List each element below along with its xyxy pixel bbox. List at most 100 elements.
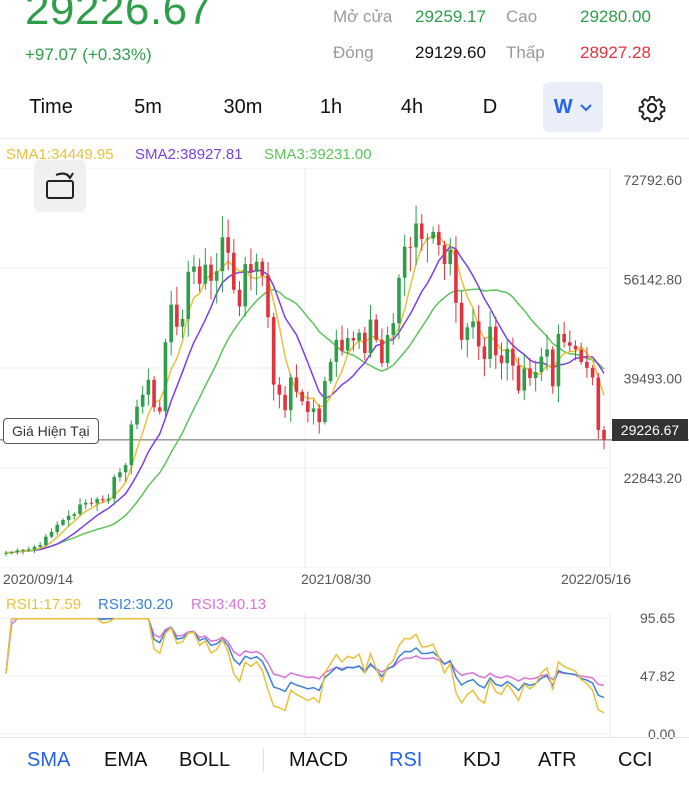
- candle: [146, 368, 151, 406]
- current-price-tag: Giá Hiện Tại: [3, 418, 99, 444]
- candle: [21, 548, 25, 555]
- candle: [550, 346, 555, 394]
- indicator-macd[interactable]: MACD: [289, 749, 348, 771]
- low-label: Thấp: [506, 43, 545, 62]
- candle: [254, 253, 259, 295]
- candle: [300, 389, 304, 406]
- candle: [32, 545, 37, 553]
- tab-day[interactable]: D: [482, 96, 498, 118]
- candle: [545, 335, 549, 371]
- sma3-line: [5, 288, 605, 554]
- candle: [283, 386, 287, 419]
- candle: [351, 331, 356, 352]
- price-chart[interactable]: 72792.60 56142.80 39493.00 22843.20: [0, 168, 689, 568]
- candle: [357, 328, 361, 350]
- candle: [169, 291, 173, 356]
- current-price-axis-label: 29226.67: [612, 419, 688, 441]
- candle: [516, 357, 521, 394]
- indicator-kdj[interactable]: KDJ: [463, 749, 501, 771]
- candle: [140, 385, 145, 414]
- candle: [89, 497, 94, 507]
- candle: [72, 512, 77, 520]
- gear-icon: [638, 95, 666, 123]
- indicator-sma[interactable]: SMA: [27, 749, 71, 771]
- high-value: 29280.00: [580, 7, 651, 26]
- x-tick-label: 2021/08/30: [301, 571, 372, 587]
- rsi-y-tick: 47.82: [640, 668, 676, 684]
- price-change: +97.07 (+0.33%): [25, 45, 152, 64]
- y-tick-label: 39493.00: [624, 371, 683, 387]
- candle: [602, 425, 606, 450]
- tab-1h[interactable]: 1h: [319, 96, 343, 118]
- candle: [368, 304, 373, 358]
- candle: [101, 495, 105, 504]
- indicator-rsi[interactable]: RSI: [389, 749, 423, 771]
- divider: [0, 737, 689, 738]
- candle: [476, 305, 481, 360]
- candle: [585, 347, 589, 378]
- tab-time[interactable]: Time: [29, 96, 73, 118]
- candle: [15, 548, 20, 555]
- rsi-chart[interactable]: [0, 612, 689, 737]
- candle: [363, 326, 367, 361]
- candle: [465, 322, 470, 358]
- tab-week-dropdown[interactable]: W: [543, 82, 603, 132]
- candle: [488, 311, 492, 368]
- rsi3-legend: RSI3:40.13: [191, 596, 267, 613]
- candle: [38, 542, 42, 548]
- rsi1-line: [5, 618, 605, 714]
- x-tick-label: 2022/05/16: [561, 571, 632, 587]
- candle: [454, 236, 458, 323]
- tab-30m[interactable]: 30m: [223, 96, 263, 118]
- indicator-cci[interactable]: CCI: [618, 749, 653, 771]
- candle: [95, 497, 99, 511]
- candle: [533, 360, 538, 392]
- high-label: Cao: [506, 7, 538, 26]
- candle: [237, 281, 242, 317]
- candle: [243, 256, 247, 317]
- x-tick-label: 2020/09/14: [3, 571, 74, 587]
- y-tick-label: 72792.60: [624, 172, 683, 188]
- candle: [26, 546, 31, 553]
- candle: [44, 534, 48, 547]
- candle: [311, 399, 316, 425]
- rotate-screen-button[interactable]: [34, 160, 86, 212]
- candle: [374, 314, 378, 343]
- candle: [135, 399, 139, 430]
- divider: [0, 138, 689, 139]
- candle: [277, 377, 282, 409]
- tab-5m[interactable]: 5m: [134, 96, 162, 118]
- candle: [556, 324, 561, 403]
- candle: [511, 337, 515, 381]
- settings-button[interactable]: [630, 78, 674, 136]
- candle: [61, 518, 65, 526]
- candle: [157, 400, 162, 415]
- candle: [249, 248, 253, 291]
- candle: [579, 342, 584, 365]
- rsi-y-tick: 0.00: [648, 726, 676, 742]
- candle: [49, 528, 54, 539]
- open-label: Mở cửa: [333, 7, 393, 26]
- candle: [345, 328, 350, 355]
- indicator-atr[interactable]: ATR: [538, 749, 577, 771]
- candle: [83, 499, 88, 510]
- candle: [4, 550, 8, 557]
- last-price: 29226.67: [25, 0, 213, 34]
- indicator-bar: SMA EMA BOLL MACD RSI KDJ ATR CCI: [0, 735, 689, 785]
- candle: [505, 338, 509, 381]
- candle: [334, 329, 339, 378]
- sma3-legend: SMA3:39231.00: [264, 146, 372, 163]
- indicator-divider: [263, 749, 264, 771]
- candle: [78, 498, 82, 517]
- candle: [499, 342, 504, 380]
- sma1-legend: SMA1:34449.95: [6, 146, 114, 163]
- tab-4h[interactable]: 4h: [400, 96, 424, 118]
- candle: [391, 313, 396, 345]
- indicator-boll[interactable]: BOLL: [179, 749, 231, 771]
- sma2-line: [5, 245, 605, 554]
- indicator-ema[interactable]: EMA: [104, 749, 148, 771]
- candle: [266, 262, 270, 329]
- candle: [209, 256, 213, 300]
- tab-week-label: W: [553, 96, 573, 118]
- candle: [118, 468, 122, 482]
